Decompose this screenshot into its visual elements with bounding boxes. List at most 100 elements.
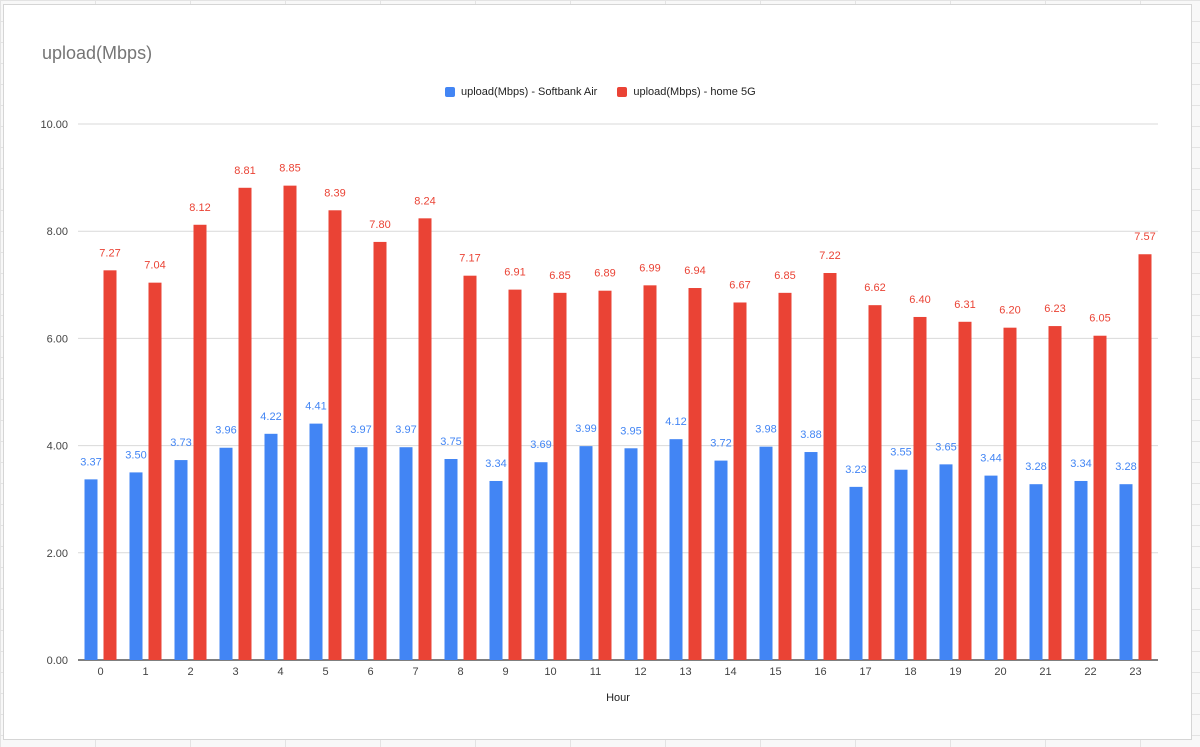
data-label-home-5g: 7.04 — [144, 260, 165, 272]
bar-home-5g — [823, 273, 837, 660]
x-tick-label: 21 — [1039, 666, 1051, 678]
bar-softbank-air — [399, 447, 413, 660]
data-label-softbank-air: 3.69 — [530, 439, 551, 451]
x-tick-label: 5 — [322, 666, 328, 678]
x-tick-label: 20 — [994, 666, 1006, 678]
bar-softbank-air — [129, 472, 143, 660]
bar-home-5g — [643, 285, 657, 660]
bar-softbank-air — [354, 447, 368, 660]
data-label-home-5g: 7.27 — [99, 247, 120, 259]
x-tick-label: 6 — [367, 666, 373, 678]
data-label-softbank-air: 3.37 — [80, 456, 101, 468]
x-tick-label: 3 — [232, 666, 238, 678]
data-label-home-5g: 6.85 — [549, 270, 570, 282]
legend-label-softbank-air: upload(Mbps) - Softbank Air — [461, 86, 598, 98]
data-label-softbank-air: 3.96 — [215, 425, 236, 437]
x-tick-label: 4 — [277, 666, 283, 678]
y-tick-label: 6.00 — [47, 333, 68, 345]
legend-swatch-home-5g — [617, 87, 628, 97]
bar-softbank-air — [579, 446, 593, 660]
bar-softbank-air — [1074, 480, 1088, 660]
bar-softbank-air — [309, 423, 323, 660]
data-label-home-5g: 8.85 — [279, 163, 300, 175]
data-label-home-5g: 7.80 — [369, 219, 390, 231]
x-tick-label: 2 — [187, 666, 193, 678]
bar-home-5g — [598, 290, 612, 660]
bar-home-5g — [868, 305, 882, 660]
x-tick-label: 7 — [412, 666, 418, 678]
bar-home-5g — [463, 275, 477, 660]
data-label-softbank-air: 3.34 — [485, 458, 506, 470]
data-label-softbank-air: 3.65 — [935, 441, 956, 453]
data-label-softbank-air: 3.88 — [800, 429, 821, 441]
bar-softbank-air — [624, 448, 638, 660]
bar-softbank-air — [264, 433, 278, 660]
bar-home-5g — [553, 292, 567, 660]
x-axis-title: Hour — [606, 692, 630, 704]
bar-home-5g — [508, 289, 522, 660]
x-tick-label: 15 — [769, 666, 781, 678]
x-tick-label: 17 — [859, 666, 871, 678]
bar-home-5g — [148, 282, 162, 660]
bar-softbank-air — [174, 460, 188, 660]
bar-home-5g — [913, 316, 927, 660]
x-tick-label: 16 — [814, 666, 826, 678]
data-label-home-5g: 6.85 — [774, 270, 795, 282]
x-tick-label: 19 — [949, 666, 961, 678]
data-label-home-5g: 6.91 — [504, 267, 525, 279]
data-label-home-5g: 6.23 — [1044, 303, 1065, 315]
x-tick-label: 18 — [904, 666, 916, 678]
bar-home-5g — [1138, 254, 1152, 661]
x-tick-label: 9 — [502, 666, 508, 678]
bar-home-5g — [328, 210, 342, 660]
data-label-home-5g: 8.81 — [234, 165, 255, 177]
legend-item-home-5g[interactable]: upload(Mbps) - home 5G — [617, 86, 756, 98]
bar-softbank-air — [489, 480, 503, 660]
data-label-home-5g: 8.12 — [189, 202, 210, 214]
bar-softbank-air — [1119, 484, 1133, 660]
bar-home-5g — [238, 187, 252, 660]
bar-softbank-air — [804, 452, 818, 660]
data-label-softbank-air: 3.97 — [395, 424, 416, 436]
bar-softbank-air — [219, 447, 233, 660]
x-tick-label: 11 — [590, 666, 601, 678]
y-tick-label: 0.00 — [47, 655, 68, 667]
x-tick-label: 1 — [142, 666, 148, 678]
bar-softbank-air — [1029, 484, 1043, 660]
x-tick-label: 0 — [97, 666, 103, 678]
bar-softbank-air — [534, 462, 548, 660]
bar-home-5g — [283, 185, 297, 660]
y-tick-label: 10.00 — [40, 119, 68, 131]
y-tick-label: 2.00 — [47, 548, 68, 560]
bar-home-5g — [418, 218, 432, 660]
bar-home-5g — [1048, 326, 1062, 660]
bar-home-5g — [1093, 335, 1107, 660]
data-label-softbank-air: 4.12 — [665, 416, 686, 428]
y-tick-label: 4.00 — [47, 441, 68, 453]
data-label-home-5g: 6.99 — [639, 262, 660, 274]
data-label-home-5g: 7.22 — [819, 250, 840, 262]
data-label-softbank-air: 3.50 — [125, 449, 146, 461]
bar-home-5g — [103, 270, 117, 660]
data-label-softbank-air: 3.72 — [710, 438, 731, 450]
legend-label-home-5g: upload(Mbps) - home 5G — [633, 86, 756, 98]
legend-item-softbank-air[interactable]: upload(Mbps) - Softbank Air — [445, 86, 597, 98]
bar-softbank-air — [444, 459, 458, 660]
bar-home-5g — [1003, 327, 1017, 660]
bar-softbank-air — [759, 446, 773, 660]
bar-softbank-air — [849, 486, 863, 660]
data-label-home-5g: 6.94 — [684, 265, 705, 277]
data-label-home-5g: 8.39 — [324, 187, 345, 199]
data-label-softbank-air: 3.95 — [620, 425, 641, 437]
bar-softbank-air — [84, 479, 98, 660]
x-tick-label: 23 — [1129, 666, 1141, 678]
data-label-home-5g: 7.57 — [1134, 231, 1155, 243]
data-label-softbank-air: 3.55 — [890, 447, 911, 459]
data-label-home-5g: 8.24 — [414, 195, 435, 207]
bar-softbank-air — [984, 475, 998, 660]
data-label-softbank-air: 3.34 — [1070, 458, 1091, 470]
y-tick-label: 8.00 — [47, 226, 68, 238]
data-label-home-5g: 6.20 — [999, 305, 1020, 317]
x-tick-label: 14 — [724, 666, 736, 678]
data-label-softbank-air: 3.75 — [440, 436, 461, 448]
